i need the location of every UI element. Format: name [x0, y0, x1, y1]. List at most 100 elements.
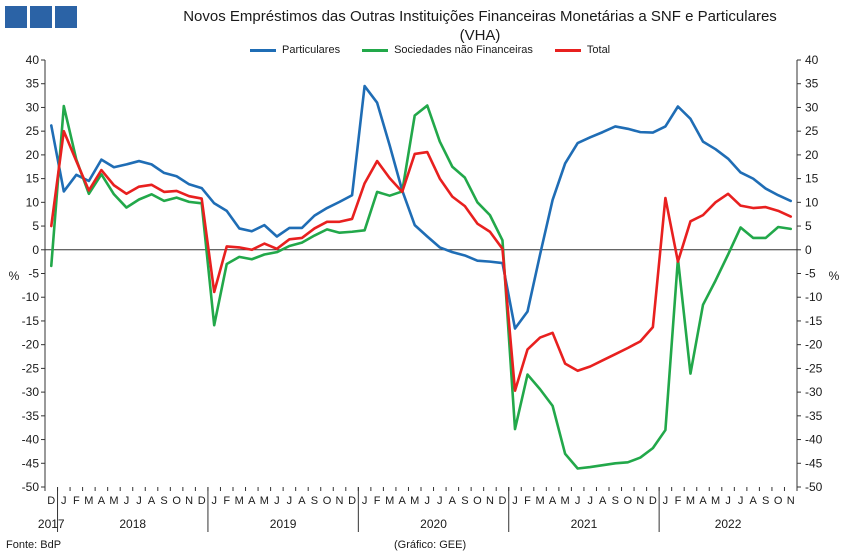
y-tick-label-left: 15: [26, 172, 40, 186]
x-tick-label: A: [599, 495, 607, 507]
x-tick-label: F: [223, 495, 230, 507]
y-tick-label-right: -50: [805, 480, 823, 494]
y-tick-label-right: 5: [805, 219, 812, 233]
legend-item-particulares: Particulares: [250, 44, 340, 56]
year-label: 2020: [420, 517, 447, 531]
chart-title-line1: Novos Empréstimos das Outras Instituiçõe…: [183, 8, 777, 25]
x-tick-label: O: [323, 495, 332, 507]
x-tick-label: O: [172, 495, 181, 507]
x-tick-label: N: [636, 495, 644, 507]
x-tick-label: M: [235, 495, 244, 507]
x-tick-label: J: [437, 495, 443, 507]
legend-label: Particulares: [282, 44, 341, 56]
y-tick-label-left: -10: [22, 290, 40, 304]
year-label: 2021: [571, 517, 598, 531]
y-tick-label-right: 30: [805, 100, 819, 114]
x-tick-label: A: [298, 495, 306, 507]
y-tick-label-right: 15: [805, 172, 819, 186]
y-tick-label-right: 25: [805, 124, 819, 138]
y-tick-label-left: 40: [26, 53, 40, 67]
x-tick-label: D: [348, 495, 356, 507]
x-tick-label: M: [535, 495, 544, 507]
y-tick-label-right: 20: [805, 148, 819, 162]
x-tick-label: J: [136, 495, 142, 507]
x-tick-label: M: [711, 495, 720, 507]
x-tick-label: D: [498, 495, 506, 507]
x-tick-label: N: [336, 495, 344, 507]
y-tick-label-right: -20: [805, 338, 823, 352]
x-tick-label: A: [399, 495, 407, 507]
chart-title-line2: (VHA): [459, 27, 501, 44]
logo: [5, 6, 77, 28]
x-tick-label: J: [287, 495, 293, 507]
y-tick-label-left: -45: [22, 456, 40, 470]
x-tick-label: M: [84, 495, 93, 507]
x-tick-label: J: [124, 495, 130, 507]
y-tick-label-left: -15: [22, 314, 40, 328]
x-tick-label: F: [524, 495, 531, 507]
y-tick-label-left: -25: [22, 361, 40, 375]
y-tick-label-left: 35: [26, 77, 40, 91]
y-tick-label-right: 35: [805, 77, 819, 91]
x-tick-label: J: [362, 495, 368, 507]
y-tick-label-left: -20: [22, 338, 40, 352]
x-tick-label: A: [98, 495, 106, 507]
y-tick-label-right: -10: [805, 290, 823, 304]
chart-credit: (Gráfico: GEE): [394, 539, 467, 551]
series-line-sociedades-n-o-financeiras: [49, 104, 793, 470]
chart-legend: Particulares Sociedades não Financeiras …: [250, 44, 610, 56]
y-tick-label-left: -30: [22, 385, 40, 399]
year-label: 2018: [119, 517, 146, 531]
y-axis-title-left: %: [9, 269, 20, 283]
source-note: Fonte: BdP: [6, 539, 62, 551]
y-tick-label-right: 0: [805, 243, 812, 257]
y-tick-label-right: 10: [805, 195, 819, 209]
x-tick-label: S: [762, 495, 769, 507]
x-tick-label: J: [512, 495, 518, 507]
y-tick-label-left: 20: [26, 148, 40, 162]
series-line-total: [49, 129, 793, 392]
legend-swatch: [250, 48, 276, 52]
x-tick-label: O: [473, 495, 482, 507]
y-tick-label-left: -5: [28, 267, 39, 281]
x-tick-label: F: [374, 495, 381, 507]
y-tick-label-left: 0: [32, 243, 39, 257]
y-tick-label-right: -30: [805, 385, 823, 399]
year-label: 2022: [715, 517, 742, 531]
y-tick-label-left: 5: [32, 219, 39, 233]
x-tick-label: J: [725, 495, 731, 507]
x-tick-label: A: [549, 495, 557, 507]
x-tick-label: J: [738, 495, 744, 507]
x-tick-label: M: [260, 495, 269, 507]
year-label: 2019: [270, 517, 297, 531]
year-label: 2017: [38, 517, 65, 531]
y-tick-label-right: -45: [805, 456, 823, 470]
logo-square: [30, 6, 52, 28]
y-tick-label-left: -40: [22, 433, 40, 447]
y-tick-label-right: -35: [805, 409, 823, 423]
x-tick-label: S: [612, 495, 619, 507]
legend-label: Total: [586, 44, 611, 56]
x-tick-label: M: [686, 495, 695, 507]
x-tick-label: F: [675, 495, 682, 507]
legend-item-sociedades: Sociedades não Financeiras: [362, 44, 533, 56]
x-tick-label: O: [774, 495, 783, 507]
x-tick-label: J: [575, 495, 581, 507]
legend-item-total: Total: [554, 44, 611, 56]
y-tick-label-right: -25: [805, 361, 823, 375]
y-tick-label-left: -35: [22, 409, 40, 423]
legend-label: Sociedades não Financeiras: [394, 44, 533, 56]
y-tick-label-left: 25: [26, 124, 40, 138]
x-tick-label: J: [425, 495, 431, 507]
x-tick-label: A: [699, 495, 707, 507]
x-tick-label: J: [211, 495, 217, 507]
x-tick-label: N: [787, 495, 795, 507]
x-tick-label: J: [61, 495, 67, 507]
x-tick-label: S: [461, 495, 468, 507]
x-tick-label: N: [486, 495, 494, 507]
x-tick-label: M: [385, 495, 394, 507]
x-tick-label: A: [449, 495, 457, 507]
x-tick-label: A: [148, 495, 156, 507]
y-tick-label-left: -50: [22, 480, 40, 494]
